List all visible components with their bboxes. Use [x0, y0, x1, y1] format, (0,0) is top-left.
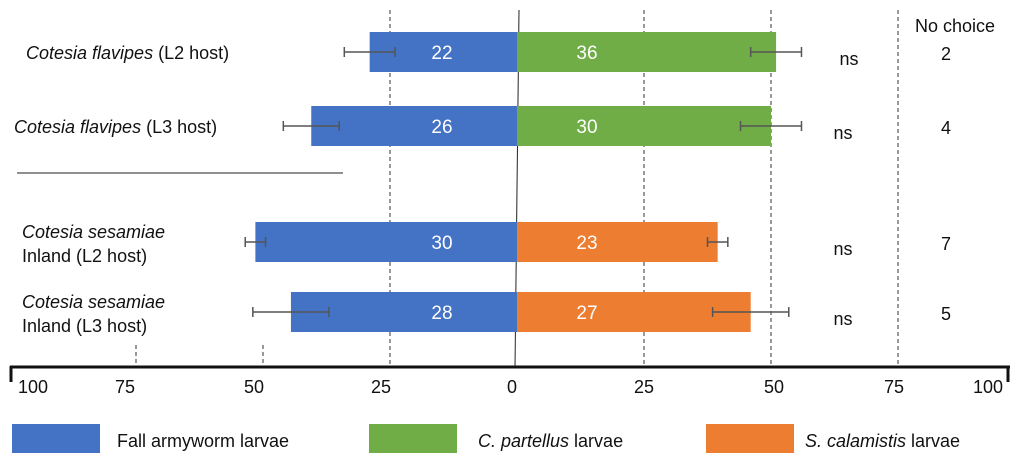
bar-count-left: 28: [431, 303, 452, 324]
bar-count-right: 23: [576, 233, 597, 254]
bar-s-calamistis: [517, 292, 751, 332]
category-label-host: (L3 host): [141, 117, 217, 137]
bar-count-left: 22: [431, 43, 452, 64]
bar-count-right: 27: [576, 303, 597, 324]
significance-label: ns: [839, 49, 858, 69]
tick-label: 75: [115, 377, 135, 397]
legend-swatch: [706, 424, 794, 453]
bar-count-right: 30: [576, 117, 597, 138]
bar-count-left: 26: [431, 117, 452, 138]
significance-label: ns: [833, 123, 852, 143]
no-choice-value: 5: [941, 304, 951, 324]
bar-c-partellus: [517, 32, 777, 72]
category-label-species: Cotesia sesamiae: [22, 222, 165, 242]
category-label-species: Cotesia flavipes: [14, 117, 141, 137]
legend-label-text: larvae: [569, 431, 623, 451]
tick-label: 25: [371, 377, 391, 397]
category-label: Cotesia flavipes (L3 host): [14, 117, 217, 137]
bar-fall-armyworm: [255, 222, 517, 262]
tick-label: 0: [507, 377, 517, 397]
tick-label: 25: [634, 377, 654, 397]
no-choice-header: No choice: [915, 16, 995, 36]
bar-s-calamistis: [517, 222, 718, 262]
legend-swatch: [369, 424, 457, 453]
category-label-species: Cotesia sesamiae: [22, 292, 165, 312]
category-label-host: Inland (L2 host): [22, 246, 147, 266]
legend-label: S. calamistis larvae: [805, 431, 960, 451]
bar-c-partellus: [517, 106, 771, 146]
x-axis: 100 75 50 25 0 25 50 75 100: [9, 365, 1010, 397]
legend-label: C. partellus larvae: [478, 431, 623, 451]
bars: 22 36 26 30 30 23 28 27: [244, 32, 803, 332]
tick-label: 50: [764, 377, 784, 397]
group-labels: No choice ns 2 Cotesia flavipes (L2 host) ns…: [14, 16, 995, 336]
tick-label: 100: [973, 377, 1003, 397]
category-label: Cotesia flavipes (L2 host): [26, 43, 229, 63]
bar-count-right: 36: [576, 43, 597, 64]
legend-label-text: larvae: [906, 431, 960, 451]
tick-label: 100: [18, 377, 48, 397]
significance-label: ns: [833, 309, 852, 329]
category-label-host: Inland (L3 host): [22, 316, 147, 336]
bar-count-left: 30: [431, 233, 452, 254]
significance-label: ns: [833, 239, 852, 259]
no-choice-value: 4: [941, 118, 951, 138]
no-choice-value: 2: [941, 44, 951, 64]
bar-fall-armyworm: [311, 106, 517, 146]
legend: Fall armyworm larvae C. partellus larvae S…: [12, 424, 960, 453]
no-choice-value: 7: [941, 234, 951, 254]
legend-label: Fall armyworm larvae: [117, 431, 289, 451]
legend-label-species: C. partellus: [478, 431, 569, 451]
tick-label: 75: [884, 377, 904, 397]
legend-label-text: Fall armyworm larvae: [117, 431, 289, 451]
legend-swatch: [12, 424, 100, 453]
category-label-host: (L2 host): [153, 43, 229, 63]
legend-label-species: S. calamistis: [805, 431, 906, 451]
tick-label: 50: [244, 377, 264, 397]
category-label-species: Cotesia flavipes: [26, 43, 153, 63]
